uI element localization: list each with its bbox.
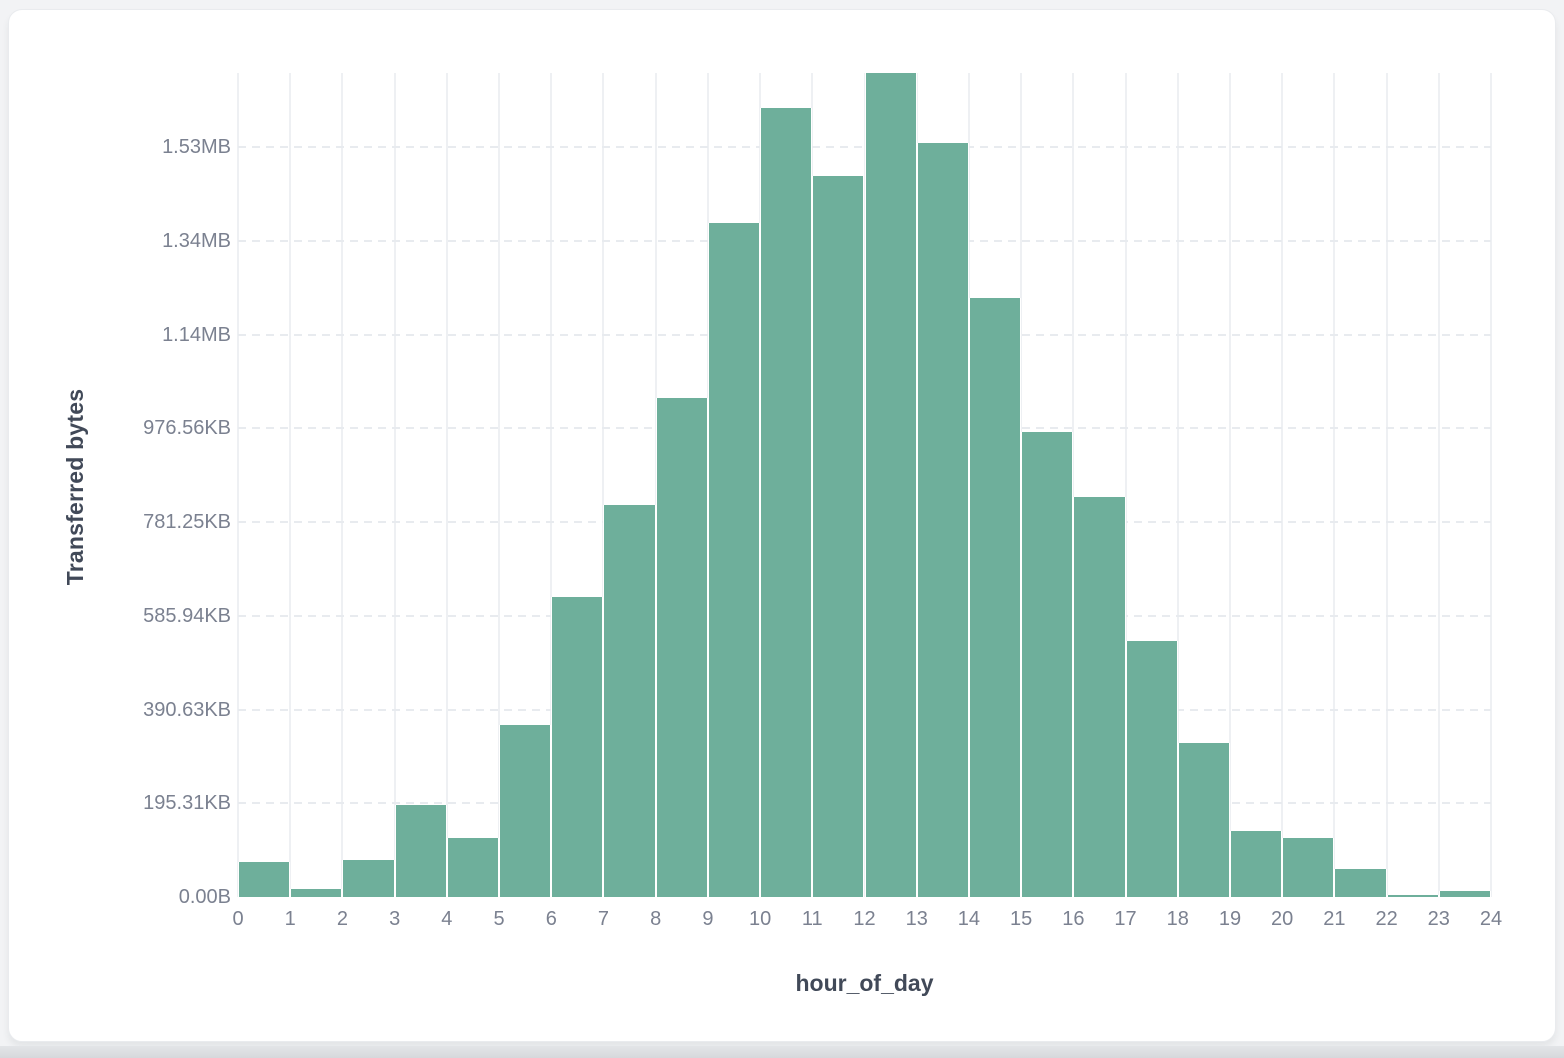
histogram-bar[interactable] [1334,868,1387,897]
x-tick-label: 12 [853,908,876,930]
x-tick-label: 24 [1479,908,1503,930]
vertical-gridline [445,73,448,897]
x-tick-label: 16 [1062,908,1085,930]
y-tick-label: 976.56KB [143,417,231,440]
vertical-gridline [1437,73,1440,897]
histogram-bar[interactable] [760,108,813,897]
histogram-bar[interactable] [812,176,865,897]
x-tick-label: 13 [905,908,928,930]
y-tick-label: 585.94KB [143,604,231,627]
x-tick-label: 6 [545,908,557,930]
histogram-bar[interactable] [603,505,656,897]
y-tick-label: 781.25KB [143,511,231,534]
y-tick-label: 0.00B [178,886,231,908]
x-tick-label: 5 [493,908,505,930]
histogram-bar[interactable] [238,862,291,897]
vertical-gridline [498,73,501,897]
histogram-bar[interactable] [864,73,917,897]
vertical-gridline [1228,73,1231,897]
x-tick-label: 14 [957,908,981,930]
y-tick-label: 1.53MB [162,136,231,159]
x-tick-label: 18 [1166,908,1189,930]
vertical-gridline [1490,73,1492,897]
x-tick-label: 3 [389,908,401,930]
histogram-bar[interactable] [394,805,447,897]
x-tick-label: 0 [232,908,244,930]
x-tick-label: 4 [441,908,453,930]
histogram-bar[interactable] [968,297,1022,897]
y-tick-label: 1.34MB [162,229,231,252]
x-tick-label: 23 [1427,908,1450,930]
x-tick-label: 22 [1375,908,1398,930]
vertical-gridline [393,73,396,897]
vertical-gridline [1176,73,1179,897]
vertical-gridline [1072,73,1075,897]
vertical-gridline [1385,73,1388,897]
x-tick-label: 17 [1114,908,1137,930]
y-tick-label: 390.63KB [143,698,231,721]
y-tick-label: 1.14MB [162,323,231,346]
histogram-bar[interactable] [446,837,500,897]
histogram-bar[interactable] [290,889,343,897]
x-tick-label: 21 [1323,908,1346,930]
x-tick-label: 7 [597,908,610,930]
histogram-bar[interactable] [499,724,552,897]
histogram-bar[interactable] [1282,837,1335,897]
x-tick-label: 15 [1010,908,1033,930]
x-tick-label: 1 [284,908,296,930]
vertical-gridline [1333,73,1336,897]
histogram-bar[interactable] [1386,895,1439,897]
x-tick-label: 10 [748,908,772,930]
histogram-bar[interactable] [551,597,604,897]
histogram-bar[interactable] [916,143,969,897]
x-axis-title: hour_of_day [795,970,934,996]
x-tick-label: 8 [650,908,662,930]
histogram-bar[interactable] [707,223,761,897]
vertical-gridline [341,73,344,897]
vertical-gridline [550,73,553,897]
x-tick-label: 20 [1271,908,1294,930]
histogram-bar[interactable] [1177,743,1230,897]
histogram-bar[interactable] [342,859,395,897]
vertical-gridline [237,73,239,897]
vertical-gridline [1281,73,1284,897]
vertical-gridline [1124,73,1127,897]
histogram-bar[interactable] [1229,830,1283,897]
histogram-bar[interactable] [1125,641,1178,897]
x-tick-label: 19 [1218,908,1242,930]
histogram-bar[interactable] [1021,432,1074,897]
vertical-gridline [602,73,605,897]
y-axis-title: Transferred bytes [62,388,88,586]
vertical-gridline [289,73,292,897]
histogram-bar[interactable] [655,397,708,897]
x-tick-label: 11 [801,908,823,930]
x-tick-label: 9 [702,908,714,930]
histogram-bar[interactable] [1438,890,1491,897]
page-bottom-strip [0,1046,1564,1058]
plot-area [237,73,1492,897]
y-tick-label: 195.31KB [143,792,231,815]
histogram-bar[interactable] [1073,497,1126,897]
x-tick-label: 2 [336,908,348,930]
